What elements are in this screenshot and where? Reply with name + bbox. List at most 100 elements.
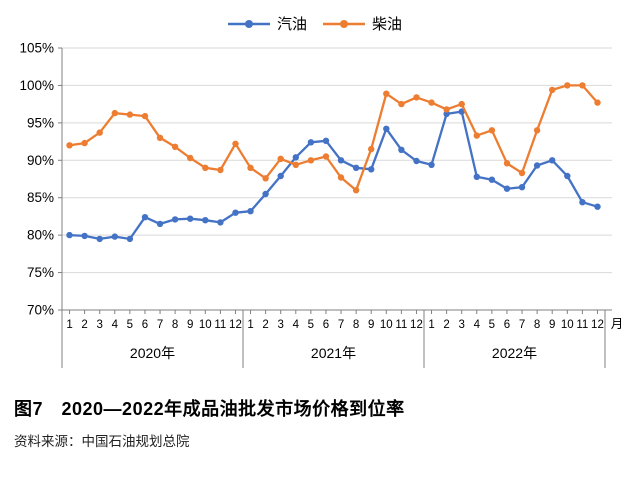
month-tick-label: 5: [308, 319, 314, 331]
diesel-data-point: [292, 161, 299, 168]
gasoline-data-point: [579, 199, 586, 206]
month-tick-label: 9: [368, 319, 374, 331]
month-tick-label: 2: [81, 319, 87, 331]
diesel-data-point: [277, 155, 284, 162]
legend-item-diesel: 柴油: [321, 13, 402, 34]
diesel-data-point: [368, 145, 375, 153]
chart-legend: 汽油 柴油: [0, 13, 628, 34]
diesel-data-point: [187, 154, 194, 162]
month-tick-label: 2: [443, 319, 449, 331]
y-axis-tick-label: 90%: [27, 153, 54, 168]
month-tick-label: 5: [489, 319, 495, 331]
y-axis-tick-label: 85%: [27, 190, 54, 205]
gasoline-data-point: [262, 190, 269, 198]
diesel-data-point: [171, 143, 179, 150]
month-tick-label: 4: [474, 319, 481, 331]
gasoline-data-point: [398, 146, 405, 153]
diesel-data-point: [126, 111, 134, 118]
gasoline-data-point: [488, 176, 496, 183]
gasoline-data-point: [232, 209, 239, 216]
diesel-data-point: [549, 86, 556, 94]
diesel-data-point: [247, 164, 254, 171]
month-tick-label: 6: [142, 319, 148, 331]
legend-label-diesel: 柴油: [372, 16, 403, 33]
month-unit-label: 月: [611, 317, 624, 331]
diesel-data-point: [66, 142, 73, 149]
gasoline-data-point: [322, 137, 330, 144]
gasoline-data-point: [126, 235, 134, 243]
month-tick-label: 1: [428, 319, 434, 331]
gasoline-data-point: [533, 162, 541, 169]
diesel-data-point: [81, 139, 88, 147]
month-tick-label: 8: [172, 319, 178, 331]
month-tick-label: 8: [534, 319, 540, 331]
gasoline-data-point: [81, 232, 88, 240]
diesel-data-point: [322, 153, 330, 160]
gasoline-data-point: [503, 185, 511, 192]
gasoline-data-point: [217, 219, 224, 226]
figure-caption: 图7 2020—2022年成品油批发市场价格到位率: [14, 399, 405, 419]
gasoline-data-point: [443, 110, 450, 118]
gasoline-data-point: [171, 216, 179, 223]
diesel-data-point: [564, 82, 571, 89]
month-tick-label: 12: [410, 319, 423, 331]
gasoline-data-point: [383, 125, 390, 132]
month-tick-label: 3: [97, 319, 103, 331]
gasoline-line-swatch-icon: [227, 19, 270, 28]
diesel-data-point: [217, 166, 224, 174]
gasoline-data-point: [277, 172, 284, 180]
month-tick-label: 7: [519, 319, 525, 331]
diesel-line-swatch-icon: [323, 19, 365, 28]
gasoline-data-point: [111, 233, 119, 240]
gasoline-data-point: [66, 231, 73, 239]
gasoline-data-point: [307, 139, 315, 146]
month-tick-label: 10: [199, 319, 212, 331]
diesel-data-point: [458, 100, 465, 108]
month-tick-label: 11: [395, 319, 407, 331]
diesel-data-point: [141, 112, 149, 120]
month-tick-label: 7: [157, 319, 163, 331]
month-tick-label: 10: [380, 319, 393, 331]
gasoline-data-point: [428, 161, 435, 168]
diesel-data-point: [398, 100, 405, 108]
month-tick-label: 7: [338, 319, 344, 331]
year-label: 2022年: [492, 345, 537, 361]
y-axis-tick-label: 70%: [27, 303, 54, 318]
gasoline-series-line: [68, 110, 599, 241]
y-axis-tick-label: 105%: [19, 41, 54, 56]
legend-marker: [244, 19, 253, 28]
month-tick-label: 8: [353, 319, 359, 331]
legend-marker: [340, 19, 348, 28]
month-tick-label: 10: [561, 319, 574, 331]
legend-item-gasoline: 汽油: [226, 13, 307, 34]
diesel-data-point: [533, 127, 541, 134]
diesel-data-point: [518, 169, 526, 177]
month-tick-label: 12: [591, 319, 604, 331]
gasoline-data-point: [202, 217, 209, 224]
diesel-data-point: [262, 175, 269, 182]
gasoline-data-point: [549, 157, 556, 164]
diesel-data-point: [383, 90, 390, 97]
gasoline-data-point: [247, 208, 254, 215]
gasoline-data-point: [564, 172, 571, 180]
diesel-data-point: [579, 82, 586, 89]
y-axis-tick-label: 95%: [27, 115, 54, 130]
year-label: 2021年: [311, 345, 356, 361]
diesel-data-point: [428, 99, 435, 106]
diesel-data-point: [443, 106, 450, 113]
gasoline-data-point: [337, 157, 345, 164]
diesel-data-point: [307, 157, 315, 164]
diesel-data-point: [352, 187, 360, 194]
gasoline-data-point: [156, 220, 164, 228]
month-tick-label: 6: [504, 319, 510, 331]
month-tick-label: 5: [127, 319, 133, 331]
month-tick-label: 3: [278, 319, 284, 331]
y-axis-tick-label: 80%: [27, 228, 54, 243]
diesel-series-line: [68, 84, 599, 192]
gasoline-data-point: [141, 214, 149, 221]
y-axis-tick-label: 75%: [27, 265, 54, 280]
diesel-data-point: [111, 109, 119, 117]
month-tick-label: 4: [293, 319, 300, 331]
diesel-data-point: [473, 132, 480, 139]
